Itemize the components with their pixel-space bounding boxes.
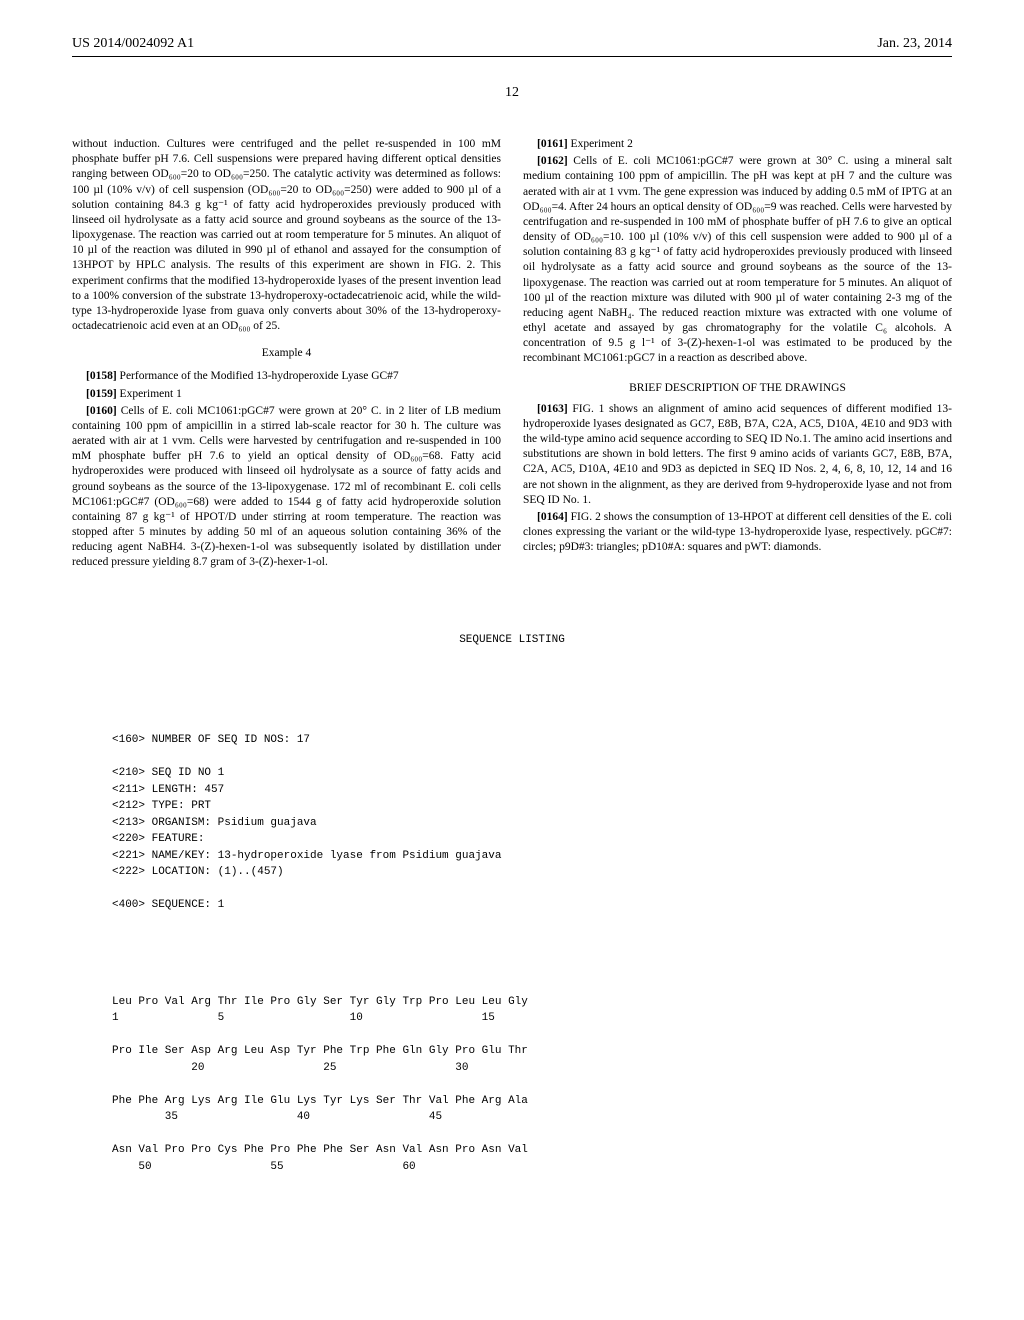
patent-date: Jan. 23, 2014: [877, 36, 952, 52]
two-column-body: without induction. Cultures were centrif…: [72, 137, 952, 573]
para-0164: [0164] FIG. 2 shows the consumption of 1…: [523, 510, 952, 556]
right-column: [0161] Experiment 2 [0162] Cells of E. c…: [523, 137, 952, 573]
page-number: 12: [72, 85, 952, 101]
continuation-paragraph: without induction. Cultures were centrif…: [72, 137, 501, 334]
para-label-0160: [0160]: [86, 405, 117, 417]
para-0161: [0161] Experiment 2: [523, 137, 952, 152]
drawings-heading: BRIEF DESCRIPTION OF THE DRAWINGS: [523, 381, 952, 396]
para-text-0163: FIG. 1 shows an alignment of amino acid …: [523, 403, 952, 506]
sequence-listing-title: SEQUENCE LISTING: [72, 632, 952, 649]
para-text-0158: Performance of the Modified 13-hydropero…: [117, 370, 399, 382]
para-label-0164: [0164]: [537, 511, 568, 523]
sequence-listing-meta: <160> NUMBER OF SEQ ID NOS: 17 <210> SEQ…: [112, 732, 952, 914]
sequence-listing: SEQUENCE LISTING <160> NUMBER OF SEQ ID …: [72, 599, 952, 1225]
sequence-listing-lines: Leu Pro Val Arg Thr Ile Pro Gly Ser Tyr …: [112, 994, 952, 1176]
para-text-0164: FIG. 2 shows the consumption of 13-HPOT …: [523, 511, 952, 553]
para-label-0163: [0163]: [537, 403, 568, 415]
para-label-0159: [0159]: [86, 388, 117, 400]
example-4-heading: Example 4: [72, 346, 501, 361]
para-label-0158: [0158]: [86, 370, 117, 382]
para-text-0160: Cells of E. coli MC1061:pGC#7 were grown…: [72, 405, 501, 569]
left-column: without induction. Cultures were centrif…: [72, 137, 501, 573]
para-label-0161: [0161]: [537, 138, 568, 150]
para-0158: [0158] Performance of the Modified 13-hy…: [72, 369, 501, 384]
para-0163: [0163] FIG. 1 shows an alignment of amin…: [523, 402, 952, 508]
header-rule: [72, 56, 952, 57]
para-label-0162: [0162]: [537, 155, 568, 167]
para-text-0161: Experiment 2: [568, 138, 633, 150]
patent-number: US 2014/0024092 A1: [72, 36, 194, 52]
para-0162: [0162] Cells of E. coli MC1061:pGC#7 wer…: [523, 154, 952, 366]
para-0160: [0160] Cells of E. coli MC1061:pGC#7 wer…: [72, 404, 501, 571]
para-0159: [0159] Experiment 1: [72, 387, 501, 402]
para-text-0159: Experiment 1: [117, 388, 182, 400]
para-text-0162: Cells of E. coli MC1061:pGC#7 were grown…: [523, 155, 952, 364]
